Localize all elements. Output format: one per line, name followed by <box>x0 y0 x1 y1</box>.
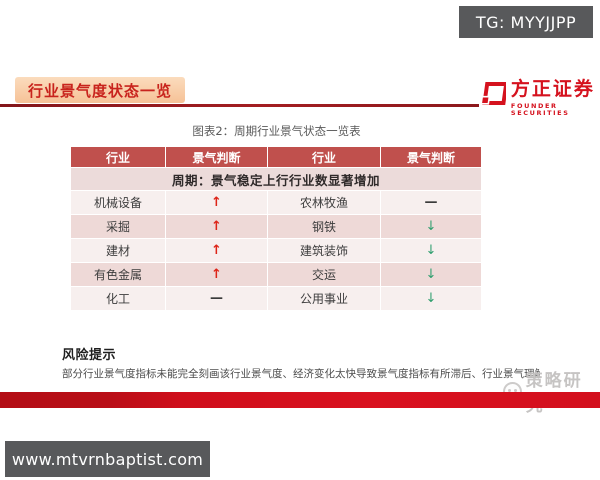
table-header-judgement-left: 景气判断 <box>166 147 267 167</box>
trend-up-icon: ↑ <box>166 191 267 214</box>
industry-cell: 有色金属 <box>71 263 165 286</box>
strategy-research-watermark: 策略研究 <box>503 366 600 416</box>
risk-section-body: 部分行业景气度指标未能完全刻画该行业景气度、经济变化太快导致景气度指标有所滞后、… <box>62 368 540 380</box>
trend-up-icon: ↑ <box>166 239 267 262</box>
figure-caption: 图表2：周期行业景气状态一览表 <box>192 124 361 138</box>
risk-section-heading: 风险提示 <box>62 348 117 363</box>
trend-up-icon: ↑ <box>166 263 267 286</box>
industry-cell: 建筑装饰 <box>268 239 380 262</box>
table-header-industry-right: 行业 <box>268 147 380 167</box>
trend-up-icon: ↑ <box>166 215 267 238</box>
tg-contact-badge: TG: MYYJJPP <box>459 6 593 38</box>
industry-cell: 农林牧渔 <box>268 191 380 214</box>
industry-cell: 机械设备 <box>71 191 165 214</box>
table-header-industry-left: 行业 <box>71 147 165 167</box>
table-group-header: 周期：景气稳定上行行业数显著增加 <box>71 168 481 190</box>
logo-en-text: FOUNDER SECURITIES <box>510 102 570 117</box>
founder-securities-logo: 方正证券 FOUNDER SECURITIES <box>479 74 600 116</box>
trend-flat-icon: — <box>381 191 481 214</box>
industry-cell: 公用事业 <box>268 287 380 310</box>
trend-flat-icon: — <box>166 287 267 310</box>
watermark-text: 策略研究 <box>525 371 583 416</box>
header-divider <box>0 104 479 107</box>
industry-prosperity-table: 行业 景气判断 行业 景气判断 周期：景气稳定上行行业数显著增加 机械设备 ↑ … <box>71 147 481 310</box>
trend-down-icon: ↓ <box>381 263 481 286</box>
industry-cell: 化工 <box>71 287 165 310</box>
industry-cell: 交运 <box>268 263 380 286</box>
section-title-badge: 行业景气度状态一览 <box>15 77 185 103</box>
bottom-red-bar <box>0 392 600 408</box>
trend-down-icon: ↓ <box>381 239 481 262</box>
website-url-badge: www.mtvrnbaptist.com <box>5 441 210 477</box>
founder-logo-icon <box>480 82 506 105</box>
trend-down-icon: ↓ <box>381 287 481 310</box>
industry-cell: 钢铁 <box>268 215 380 238</box>
industry-cell: 采掘 <box>71 215 165 238</box>
table-header-judgement-right: 景气判断 <box>381 147 481 167</box>
trend-down-icon: ↓ <box>381 215 481 238</box>
industry-cell: 建材 <box>71 239 165 262</box>
logo-cn-text: 方正证券 <box>510 78 595 100</box>
